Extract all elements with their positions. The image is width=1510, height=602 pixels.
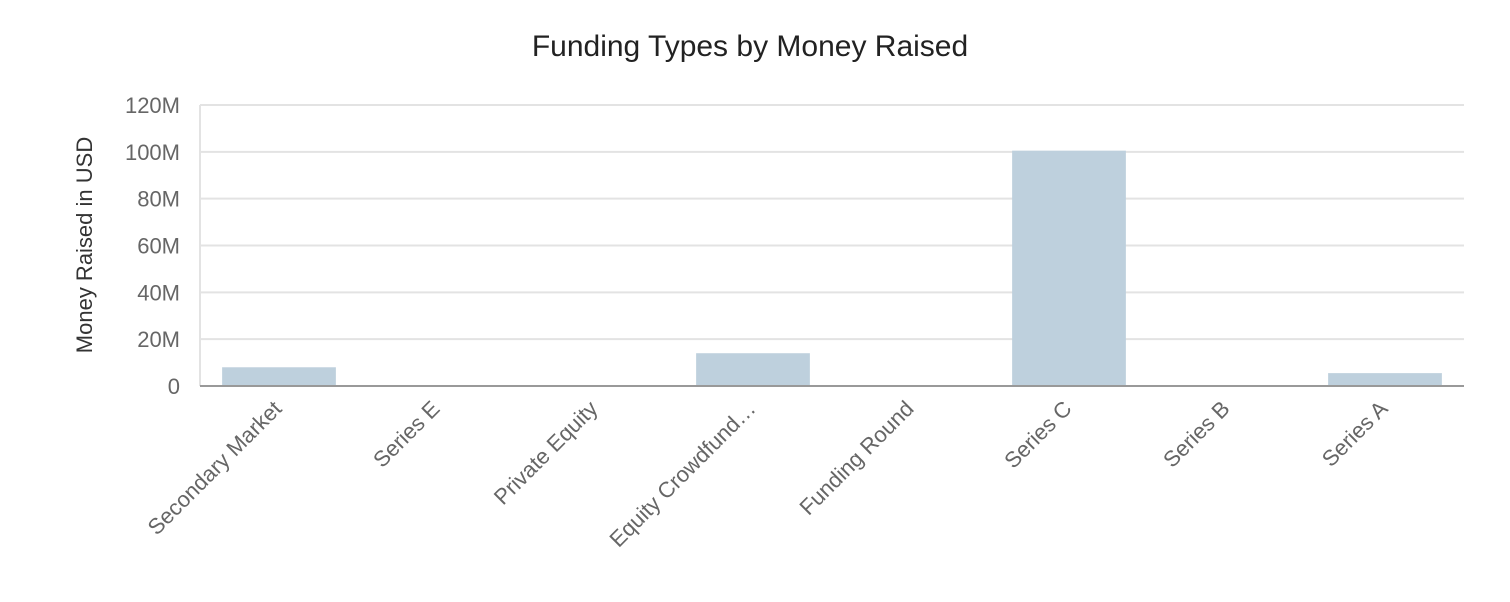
chart-title: Funding Types by Money Raised [532, 30, 968, 63]
bar-secondary-market[interactable] [222, 367, 336, 386]
y-tick-label: 40M [137, 280, 180, 305]
axes [199, 105, 1464, 387]
x-tick-label: Series C [999, 396, 1076, 473]
x-tick-label: Equity Crowdfund… [605, 396, 761, 552]
y-axis-label: Money Raised in USD [72, 137, 97, 353]
x-tick-label: Funding Round [794, 396, 918, 520]
y-tick-label: 0 [168, 374, 180, 399]
bars [222, 150, 1442, 386]
x-tick-label: Series E [368, 396, 444, 472]
y-tick-label: 20M [137, 327, 180, 352]
y-tick-label: 80M [137, 187, 180, 212]
y-tick-label: 120M [125, 93, 180, 118]
y-tick-label: 60M [137, 234, 180, 259]
bar-series-a[interactable] [1328, 373, 1442, 386]
bar-equity-crowdfund[interactable] [696, 353, 810, 386]
gridlines [200, 104, 1464, 341]
x-tick-label: Private Equity [489, 396, 603, 510]
x-tick-label: Secondary Market [143, 396, 287, 540]
y-tick-label: 100M [125, 140, 180, 165]
x-tick-label: Series B [1158, 396, 1234, 472]
x-tick-label: Series A [1317, 396, 1393, 472]
x-tick-labels: Secondary Market Series E Private Equity Eq… [143, 396, 1393, 552]
bar-series-c[interactable] [1012, 150, 1126, 386]
y-tick-labels: 0 20M 40M 60M 80M 100M 120M [125, 93, 180, 399]
